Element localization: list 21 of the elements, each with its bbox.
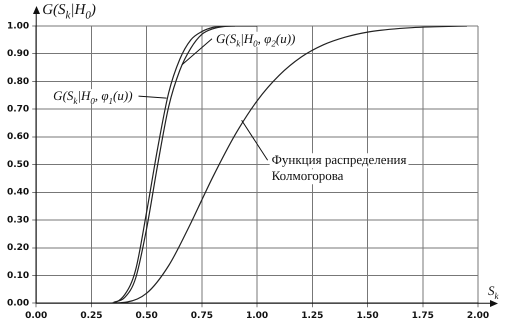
y-tick-label: 0.80 — [6, 76, 30, 87]
y-tick-label: 0.70 — [6, 104, 30, 115]
y-tick-label: 0.50 — [6, 160, 30, 170]
y-tick-label: 0.30 — [6, 215, 30, 226]
x-tick-label: 0.25 — [80, 310, 103, 321]
y-tick-label: 0.60 — [6, 132, 30, 142]
x-tick-label: 0.75 — [190, 310, 213, 321]
x-tick-label: 1.25 — [301, 310, 324, 321]
x-tick-label: 0.00 — [25, 310, 48, 321]
x-tick-label: 0.50 — [136, 310, 158, 321]
y-tick-label: 0.00 — [6, 298, 30, 309]
x-tick-label: 1.50 — [356, 310, 379, 321]
y-tick-label: 0.40 — [6, 188, 30, 198]
x-tick-label: 1.75 — [412, 310, 434, 321]
y-tick-label: 0.20 — [6, 243, 30, 254]
y-tick-label: 0.10 — [6, 270, 30, 281]
y-tick-label: 0.90 — [6, 49, 30, 60]
x-tick-label: 2.00 — [466, 310, 490, 321]
annotation: Функция распределения Колмогорова — [272, 152, 406, 184]
x-tick-label: 1.00 — [246, 310, 268, 321]
y-tick-label: 1.00 — [6, 21, 30, 32]
